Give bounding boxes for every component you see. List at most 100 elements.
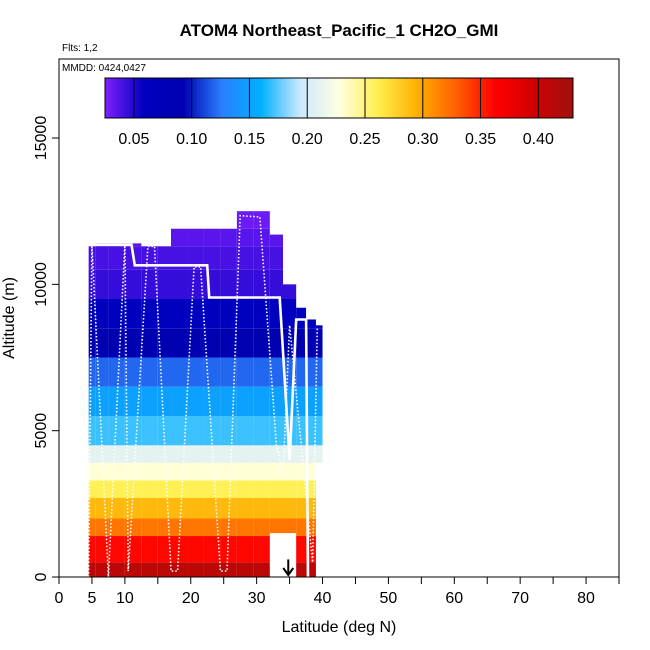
heatmap-cell	[157, 536, 171, 563]
heatmap-cell	[157, 562, 171, 577]
heatmap-cell	[220, 357, 237, 387]
heatmap-cell	[157, 480, 171, 498]
heatmap-cell	[157, 328, 171, 358]
heatmap-cell	[253, 562, 270, 577]
heatmap-cell	[203, 298, 221, 329]
heatmap-cell	[95, 562, 109, 577]
heatmap-cell	[236, 416, 254, 446]
heatmap-cell	[171, 246, 188, 270]
heatmap-cell	[269, 246, 283, 270]
heatmap-cell	[306, 357, 316, 387]
heatmap-cell	[157, 462, 171, 481]
y-tick-label: 10000	[33, 262, 50, 307]
heatmap-cell	[88, 269, 96, 299]
heatmap-cell	[108, 328, 125, 358]
heatmap-cells	[88, 211, 323, 577]
x-tick-label: 0	[55, 590, 64, 607]
heatmap-cell	[236, 298, 254, 329]
heatmap-cell	[315, 328, 323, 358]
heatmap-cell	[124, 445, 142, 463]
heatmap-cell	[141, 416, 158, 446]
heatmap-cell	[220, 298, 237, 329]
heatmap-cell	[315, 386, 323, 417]
heatmap-cell	[236, 246, 254, 270]
heatmap-cell	[88, 462, 96, 481]
flights-label: Flts: 1,2	[62, 43, 98, 54]
heatmap-cell	[171, 228, 188, 247]
heatmap-cell	[253, 269, 270, 299]
heatmap-cell	[157, 269, 171, 299]
heatmap-cell	[283, 497, 297, 519]
heatmap-cell	[88, 480, 96, 498]
heatmap-cell	[88, 445, 96, 463]
heatmap-cell	[296, 497, 307, 519]
heatmap-cell	[171, 328, 188, 358]
heatmap-cell	[95, 386, 109, 417]
heatmap-cell	[171, 562, 188, 577]
heatmap-cell	[141, 357, 158, 387]
heatmap-cell	[203, 562, 221, 577]
heatmap-cell	[95, 480, 109, 498]
heatmap-cell	[220, 497, 237, 519]
heatmap-cell	[269, 386, 283, 417]
heatmap-cell	[296, 386, 307, 417]
heatmap-cell	[187, 562, 204, 577]
x-tick-label: 60	[445, 590, 463, 607]
y-tick-label: 0	[33, 572, 50, 581]
heatmap-cell	[236, 445, 254, 463]
heatmap-cell	[220, 328, 237, 358]
heatmap-cell	[253, 416, 270, 446]
heatmap-cell	[283, 284, 297, 299]
heatmap-cell	[269, 480, 283, 498]
heatmap-cell	[203, 328, 221, 358]
heatmap-cell	[88, 357, 96, 387]
heatmap-cell	[269, 497, 283, 519]
colorbar-tick-label: 0.30	[407, 131, 438, 148]
heatmap-cell	[253, 386, 270, 417]
heatmap-cell	[306, 416, 316, 446]
heatmap-cell	[108, 246, 125, 270]
heatmap-cell	[108, 357, 125, 387]
heatmap-cell	[187, 518, 204, 537]
heatmap-cell	[108, 518, 125, 537]
heatmap-cell	[203, 536, 221, 563]
x-tick-label: 50	[380, 590, 398, 607]
heatmap-cell	[141, 445, 158, 463]
arrow-head	[282, 567, 295, 577]
heatmap-cell	[124, 328, 142, 358]
heatmap-cell	[306, 328, 316, 358]
heatmap-cell	[253, 328, 270, 358]
heatmap-cell	[157, 416, 171, 446]
heatmap-cell	[296, 357, 307, 387]
y-axis: 0 5000 10000 15000	[33, 116, 59, 581]
heatmap-cell	[141, 518, 158, 537]
heatmap-cell	[203, 480, 221, 498]
heatmap-cell	[157, 298, 171, 329]
heatmap-cell	[141, 480, 158, 498]
heatmap-cell	[95, 328, 109, 358]
heatmap-cell	[108, 536, 125, 563]
heatmap-cell	[124, 562, 142, 577]
heatmap-cell	[124, 480, 142, 498]
position-arrow	[282, 559, 295, 577]
heatmap-cell	[220, 480, 237, 498]
heatmap-cell	[253, 480, 270, 498]
heatmap-cell	[203, 269, 221, 299]
heatmap-cell	[315, 325, 323, 329]
heatmap-cell	[157, 386, 171, 417]
heatmap-cell	[296, 562, 307, 577]
heatmap-cell	[171, 269, 188, 299]
heatmap-cell	[315, 445, 323, 463]
heatmap-cell	[203, 416, 221, 446]
heatmap-cell	[306, 536, 316, 563]
heatmap-cell	[108, 562, 125, 577]
heatmap-cell	[220, 416, 237, 446]
colorbar-tick-label: 0.20	[292, 131, 323, 148]
heatmap-cell	[253, 211, 270, 229]
x-tick-label: 5	[87, 590, 96, 607]
x-tick-label: 70	[511, 590, 529, 607]
heatmap-cell	[269, 234, 283, 247]
heatmap-cell	[157, 497, 171, 519]
heatmap-cell	[220, 462, 237, 481]
heatmap-cell	[95, 536, 109, 563]
